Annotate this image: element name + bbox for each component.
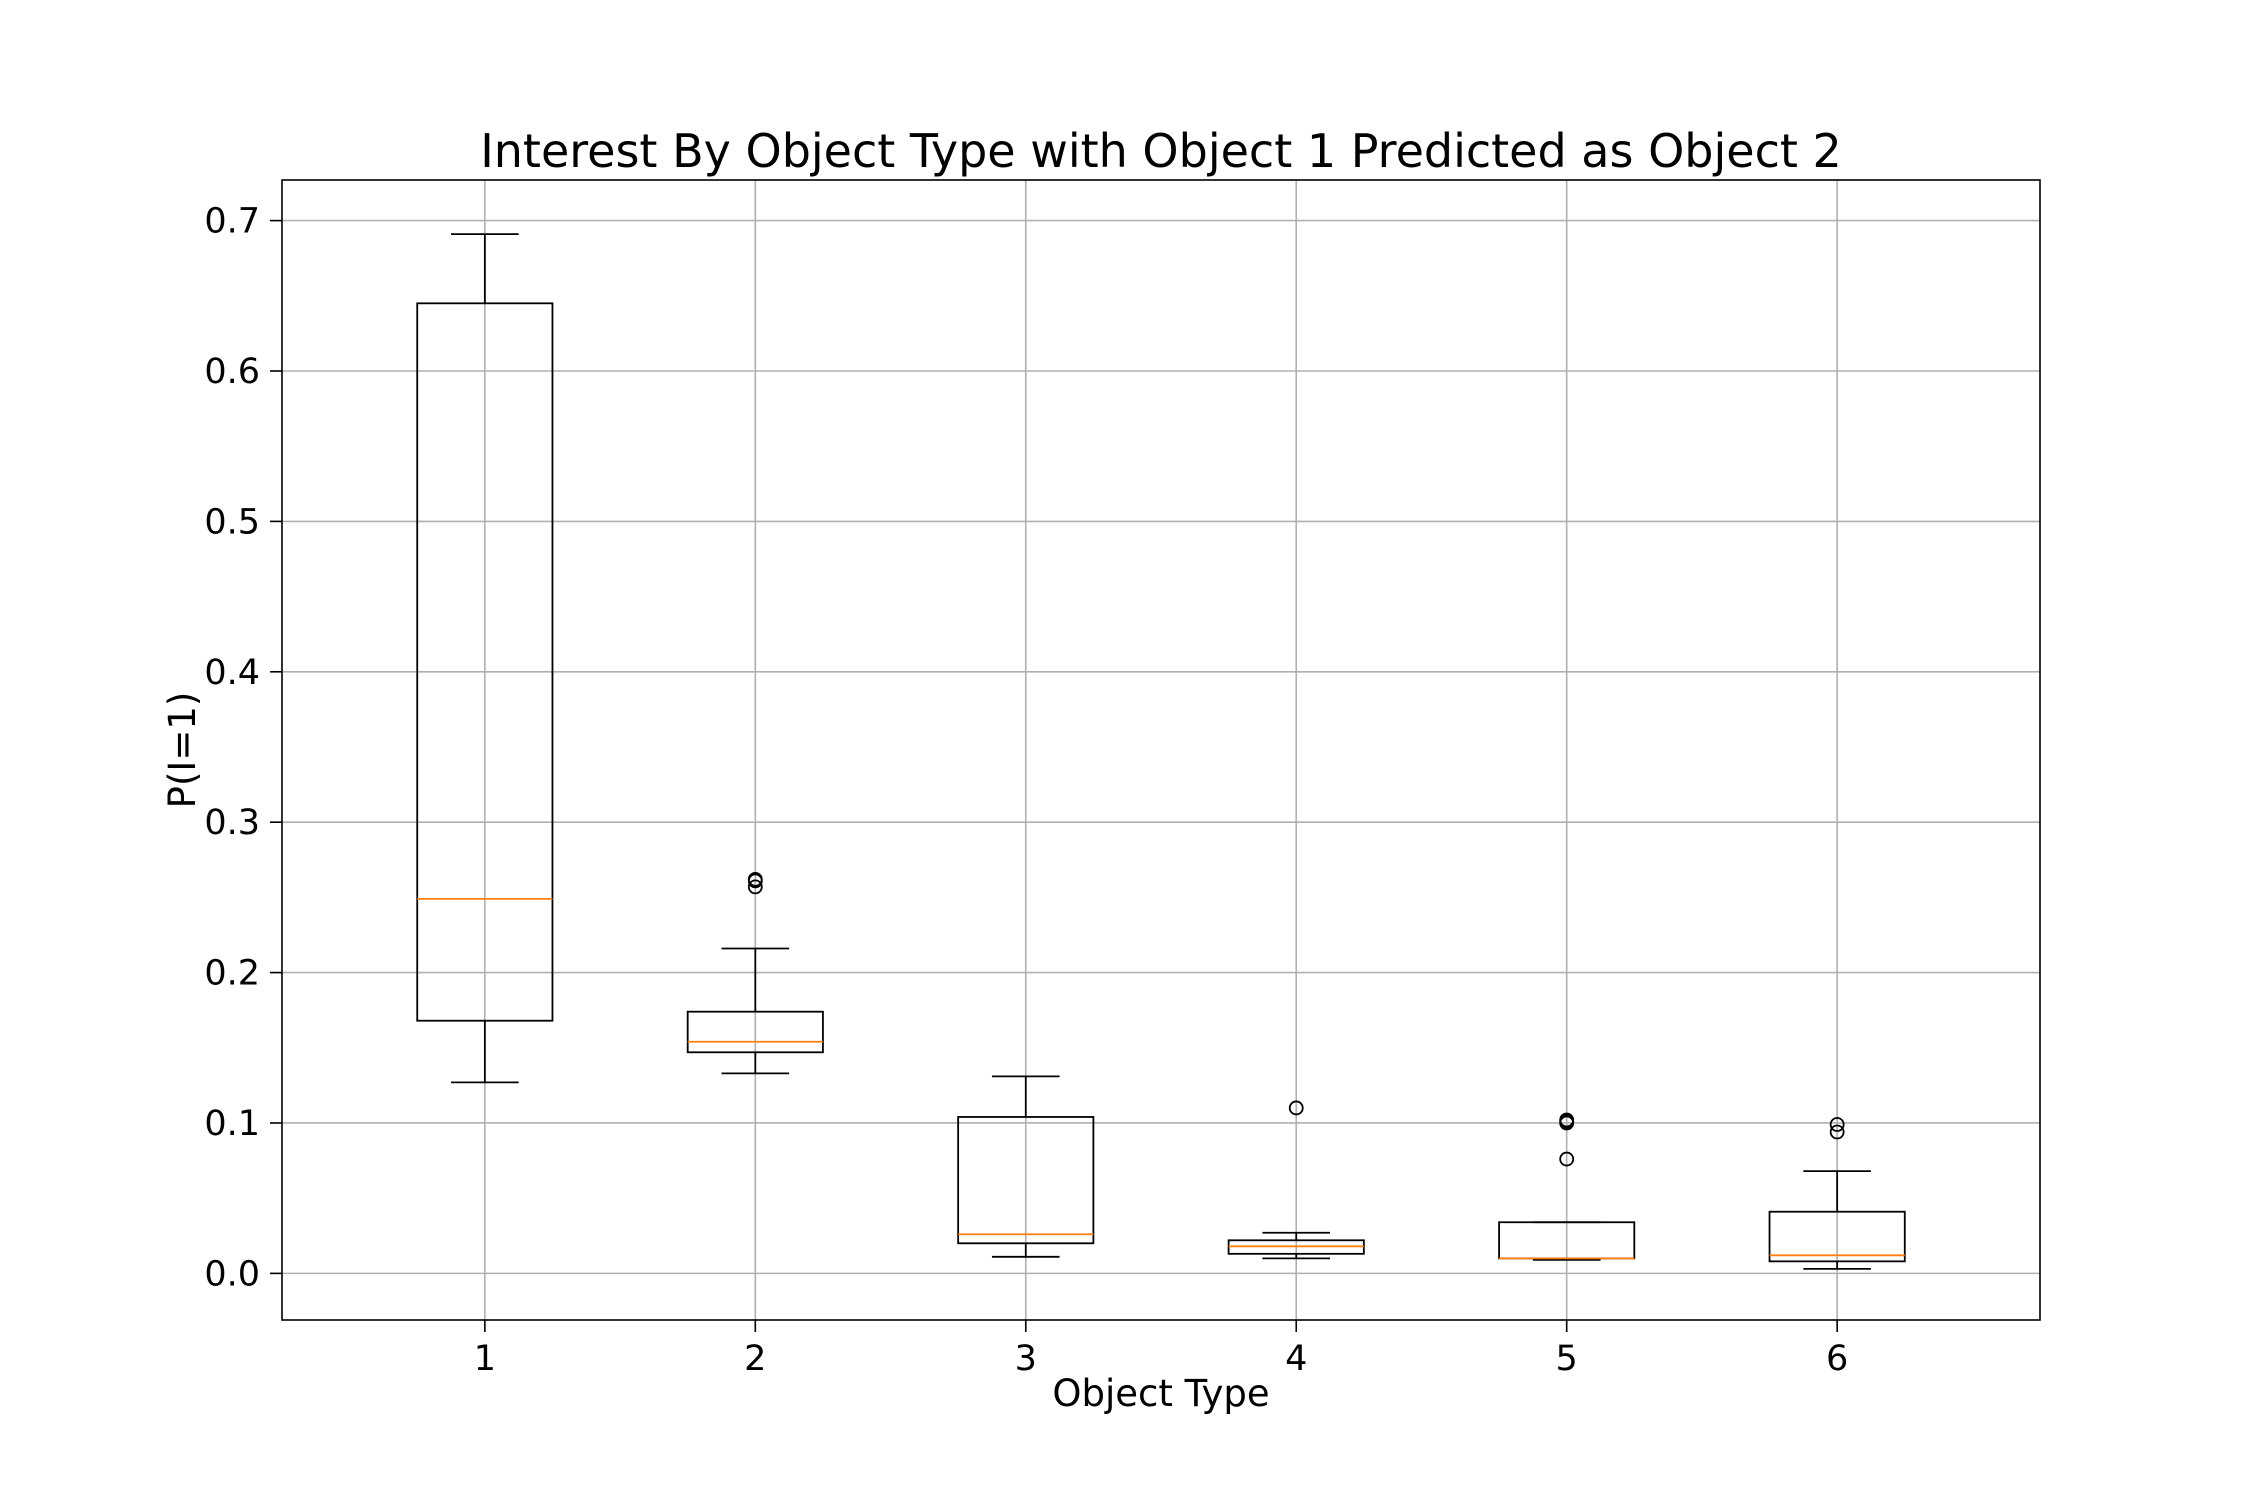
outlier-point <box>747 879 763 895</box>
box-group <box>686 871 824 1075</box>
iqr-box <box>686 1010 824 1054</box>
box-group <box>1498 1112 1636 1261</box>
box-layer <box>416 233 1906 1270</box>
x-tick-label: 4 <box>1285 1339 1307 1379</box>
y-tick-label: 0.4 <box>204 653 260 693</box>
x-tick-label: 2 <box>744 1339 766 1379</box>
y-tick-label: 0.2 <box>204 954 260 994</box>
box-group <box>957 1075 1095 1258</box>
outlier-point <box>1559 1112 1575 1128</box>
x-tick-label: 6 <box>1826 1339 1848 1379</box>
outlier-point <box>1829 1117 1845 1132</box>
iqr-box <box>416 302 554 1022</box>
y-tick-label: 0.5 <box>204 502 260 542</box>
plot-frame <box>281 179 2041 1321</box>
x-tick-label: 3 <box>1015 1339 1037 1379</box>
x-tick-label: 5 <box>1556 1339 1578 1379</box>
box-group <box>1227 1100 1365 1260</box>
x-axis-label: Object Type <box>1052 1372 1269 1415</box>
grid-layer <box>282 180 2040 1320</box>
outlier-point <box>1829 1124 1845 1140</box>
outlier-point <box>1559 1151 1575 1167</box>
y-tick-label: 0.6 <box>204 352 260 392</box>
y-tick-label: 0.3 <box>204 803 260 843</box>
box-group <box>1768 1117 1906 1270</box>
y-tick-layer: 0.0 0.1 0.2 0.3 0.4 0.5 0.6 0.7 <box>204 202 282 1294</box>
chart-title: Interest By Object Type with Object 1 Pr… <box>480 124 1842 178</box>
iqr-box <box>1768 1210 1906 1263</box>
outlier-point <box>1288 1100 1304 1116</box>
x-tick-layer: 1 2 3 4 5 6 <box>474 1320 1848 1379</box>
y-tick-label: 0.7 <box>204 202 260 242</box>
y-tick-label: 0.1 <box>204 1104 260 1144</box>
iqr-box <box>957 1116 1095 1245</box>
outlier-point <box>747 871 763 887</box>
y-axis-label: P(I=1) <box>161 692 204 809</box>
y-tick-label: 0.0 <box>204 1254 260 1294</box>
x-tick-label: 1 <box>474 1339 496 1379</box>
box-group <box>416 233 554 1084</box>
